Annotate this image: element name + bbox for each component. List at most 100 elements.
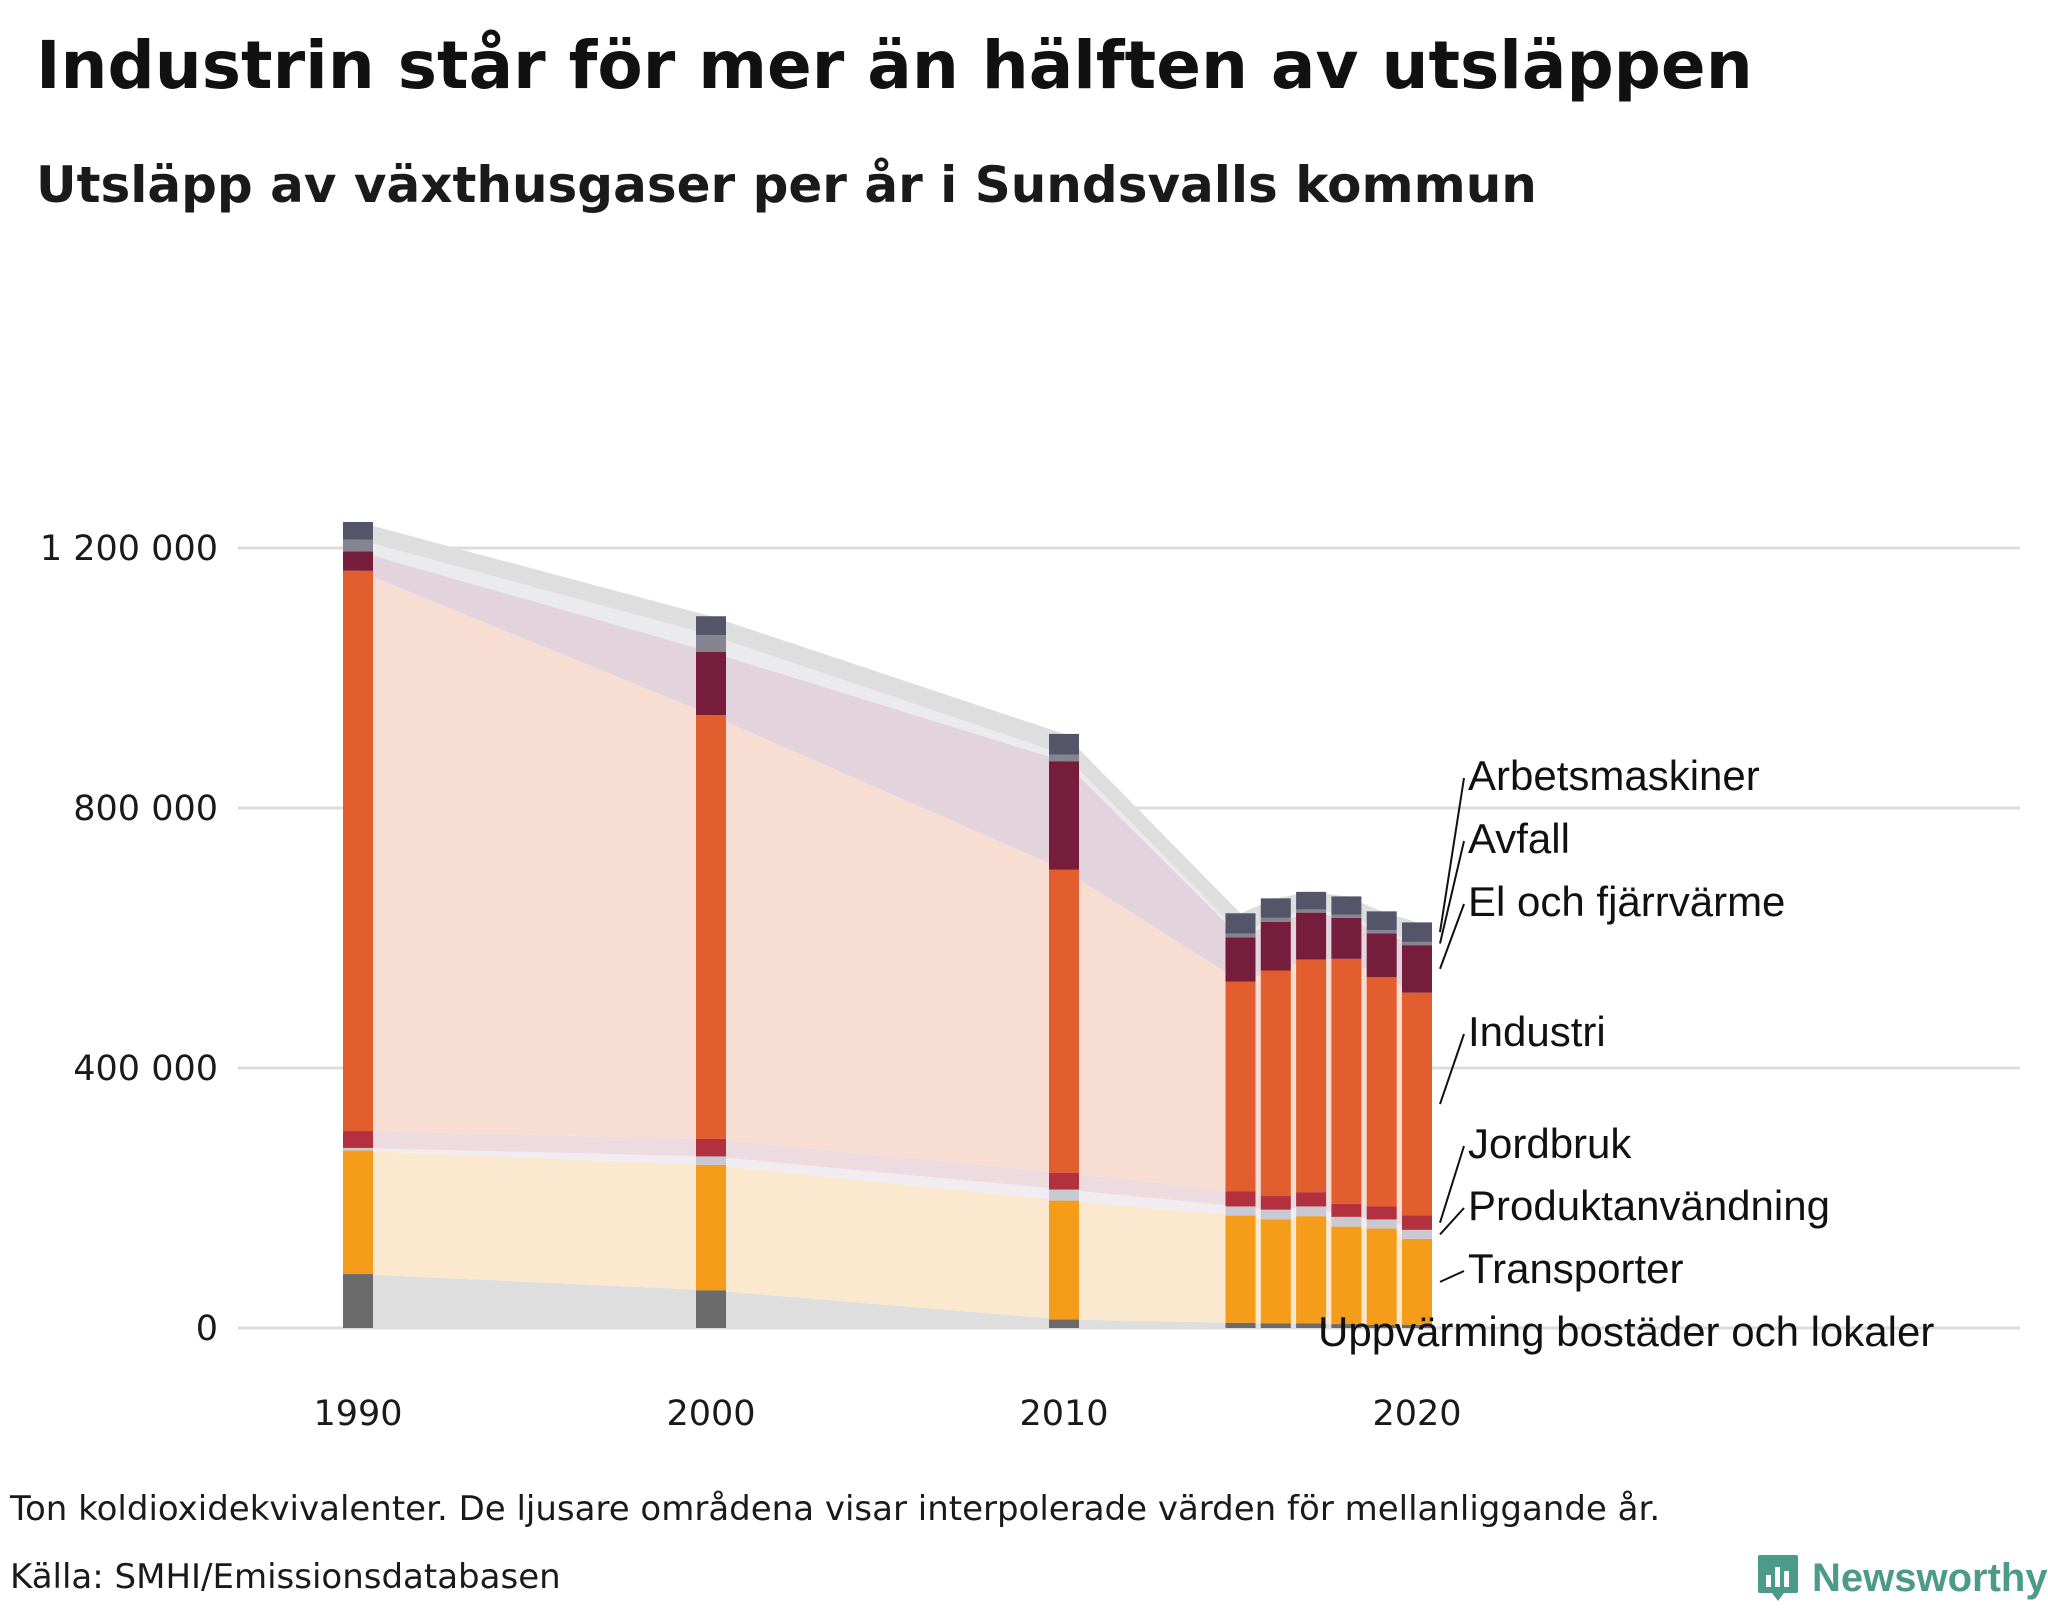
axes: 0 400 000 800 000 1 200 000 1990 2000 2010 2020 [40, 529, 1462, 1434]
bar-segment-industri-2010 [1049, 869, 1079, 1173]
series-label-jordbruk: Jordbruk [1468, 1120, 1632, 1167]
bar-segment-jordbruk-2019 [1366, 1206, 1397, 1220]
y-tick-label: 400 000 [73, 1049, 218, 1089]
bar-segment-jordbruk-2018 [1331, 1203, 1362, 1217]
bar-segment-jordbruk-2010 [1049, 1172, 1079, 1190]
band-avfall [358, 539, 1417, 946]
bar-segment-avfall-2000 [696, 635, 726, 652]
bar-segment-industri-1990 [343, 570, 373, 1132]
series-label-transporter: Transporter [1468, 1245, 1684, 1292]
bar-segment-el-och-fjarrvarme-2020 [1402, 945, 1432, 993]
bar-segment-industri-2020 [1402, 992, 1432, 1216]
series-label-uppvarming-bostader-och-lokaler: Uppvärming bostäder och lokaler [1318, 1308, 1934, 1355]
bar-segment-produktanvandning-2015 [1225, 1206, 1256, 1216]
label-leader-produktanvandning [1439, 1207, 1465, 1236]
bar-segment-jordbruk-2016 [1260, 1196, 1291, 1210]
band-transporter [358, 1150, 1417, 1325]
stacked-bars [343, 522, 1432, 1328]
bar-segment-arbetsmaskiner-2000 [696, 616, 726, 636]
label-leader-industri [1439, 1033, 1465, 1105]
x-tick-label: 2020 [1372, 1394, 1461, 1434]
interpolation-bands [358, 522, 1417, 1328]
chart-subtitle: Utsläpp av växthusgaser per år i Sundsva… [36, 156, 1537, 214]
bar-segment-avfall-2020 [1402, 941, 1432, 946]
bar-segment-arbetsmaskiner-2017 [1296, 891, 1327, 910]
bar-segment-produktanvandning-1990 [343, 1147, 373, 1151]
footnote: Ton koldioxidekvivalenter. De ljusare om… [10, 1489, 1661, 1529]
y-tick-label: 0 [196, 1309, 218, 1349]
bar-segment-arbetsmaskiner-2016 [1260, 898, 1291, 918]
series-labels: Arbetsmaskiner Avfall El och fjärrvärme Ind… [1318, 752, 1934, 1355]
bar-segment-transporter-2020 [1402, 1238, 1432, 1325]
y-tick-label: 800 000 [73, 789, 218, 829]
x-tick-label: 2010 [1019, 1394, 1108, 1434]
bar-segment-el-och-fjarrvarme-2017 [1296, 912, 1327, 960]
bar-segment-produktanvandning-2000 [696, 1156, 726, 1165]
bar-segment-industri-2019 [1366, 977, 1397, 1207]
bar-segment-transporter-2018 [1331, 1226, 1362, 1325]
x-tick-label: 2000 [666, 1394, 755, 1434]
bar-segment-uppvarming-bostader-och-lokaler-2018 [1331, 1324, 1362, 1328]
bar-segment-arbetsmaskiner-2018 [1331, 896, 1362, 915]
bar-segment-transporter-2019 [1366, 1228, 1397, 1325]
bar-segment-avfall-2010 [1049, 754, 1079, 762]
label-leader-el-och-fjarrvarme [1439, 903, 1465, 970]
bar-segment-avfall-2017 [1296, 909, 1327, 913]
bar-segment-el-och-fjarrvarme-2016 [1260, 921, 1291, 971]
bar-segment-uppvarming-bostader-och-lokaler-2010 [1049, 1319, 1079, 1328]
series-label-industri: Industri [1468, 1008, 1606, 1055]
bar-segment-industri-2015 [1225, 981, 1256, 1192]
bar-segment-arbetsmaskiner-2015 [1225, 913, 1256, 934]
label-leader-jordbruk [1439, 1145, 1465, 1223]
x-tick-label: 1990 [313, 1394, 402, 1434]
band-uppvarming-bostader-och-lokaler [358, 1274, 1417, 1328]
label-leader-avfall [1439, 840, 1465, 944]
bar-segment-produktanvandning-2020 [1402, 1229, 1432, 1239]
bar-segment-jordbruk-2020 [1402, 1215, 1432, 1230]
bar-segment-el-och-fjarrvarme-1990 [343, 551, 373, 571]
bar-segment-el-och-fjarrvarme-2010 [1049, 761, 1079, 870]
bar-segment-uppvarming-bostader-och-lokaler-2020 [1402, 1324, 1432, 1328]
bar-segment-el-och-fjarrvarme-2000 [696, 652, 726, 716]
series-label-avfall: Avfall [1468, 815, 1570, 862]
bar-segment-industri-2016 [1260, 970, 1291, 1197]
bar-segment-uppvarming-bostader-och-lokaler-2019 [1366, 1324, 1397, 1328]
bar-segment-industri-2017 [1296, 959, 1327, 1193]
band-jordbruk [358, 1131, 1417, 1230]
bar-segment-uppvarming-bostader-och-lokaler-2015 [1225, 1322, 1256, 1328]
series-label-produktanvandning: Produktanvändning [1468, 1182, 1830, 1229]
bar-segment-jordbruk-2000 [696, 1138, 726, 1157]
bar-segment-el-och-fjarrvarme-2015 [1225, 937, 1256, 982]
bar-segment-avfall-2018 [1331, 914, 1362, 918]
bar-segment-uppvarming-bostader-och-lokaler-2000 [696, 1290, 726, 1328]
bar-segment-jordbruk-2017 [1296, 1192, 1327, 1207]
bar-segment-uppvarming-bostader-och-lokaler-1990 [343, 1274, 373, 1328]
bar-segment-jordbruk-2015 [1225, 1191, 1256, 1207]
bar-segment-transporter-2017 [1296, 1216, 1327, 1324]
bar-segment-industri-2000 [696, 715, 726, 1139]
bar-segment-produktanvandning-2010 [1049, 1189, 1079, 1201]
bar-segment-jordbruk-1990 [343, 1131, 373, 1148]
newsworthy-logo-icon [1758, 1555, 1798, 1601]
chart-title: Industrin står för mer än hälften av uts… [36, 27, 1753, 104]
bar-segment-transporter-2016 [1260, 1219, 1291, 1324]
bar-segment-produktanvandning-2017 [1296, 1206, 1327, 1217]
bar-segment-avfall-2019 [1366, 930, 1397, 934]
bar-segment-arbetsmaskiner-2020 [1402, 922, 1432, 942]
bar-segment-avfall-1990 [343, 539, 373, 552]
band-arbetsmaskiner [358, 522, 1417, 942]
bar-segment-avfall-2016 [1260, 917, 1291, 922]
band-industri [358, 570, 1417, 1216]
bar-segment-uppvarming-bostader-och-lokaler-2017 [1296, 1323, 1327, 1328]
bar-segment-arbetsmaskiner-2019 [1366, 911, 1397, 931]
band-el-och-fjarrvarme [358, 551, 1417, 993]
label-leader-transporter [1439, 1270, 1465, 1283]
bar-segment-avfall-2015 [1225, 933, 1256, 938]
series-label-el-och-fjarrvarme: El och fjärrvärme [1468, 878, 1785, 925]
label-leader-arbetsmaskiner [1439, 777, 1465, 933]
bar-segment-transporter-2015 [1225, 1215, 1256, 1323]
source-note: Källa: SMHI/Emissionsdatabasen [10, 1557, 561, 1597]
bar-segment-transporter-1990 [343, 1150, 373, 1275]
bar-segment-produktanvandning-2016 [1260, 1209, 1291, 1220]
bar-segment-arbetsmaskiner-2010 [1049, 733, 1079, 755]
